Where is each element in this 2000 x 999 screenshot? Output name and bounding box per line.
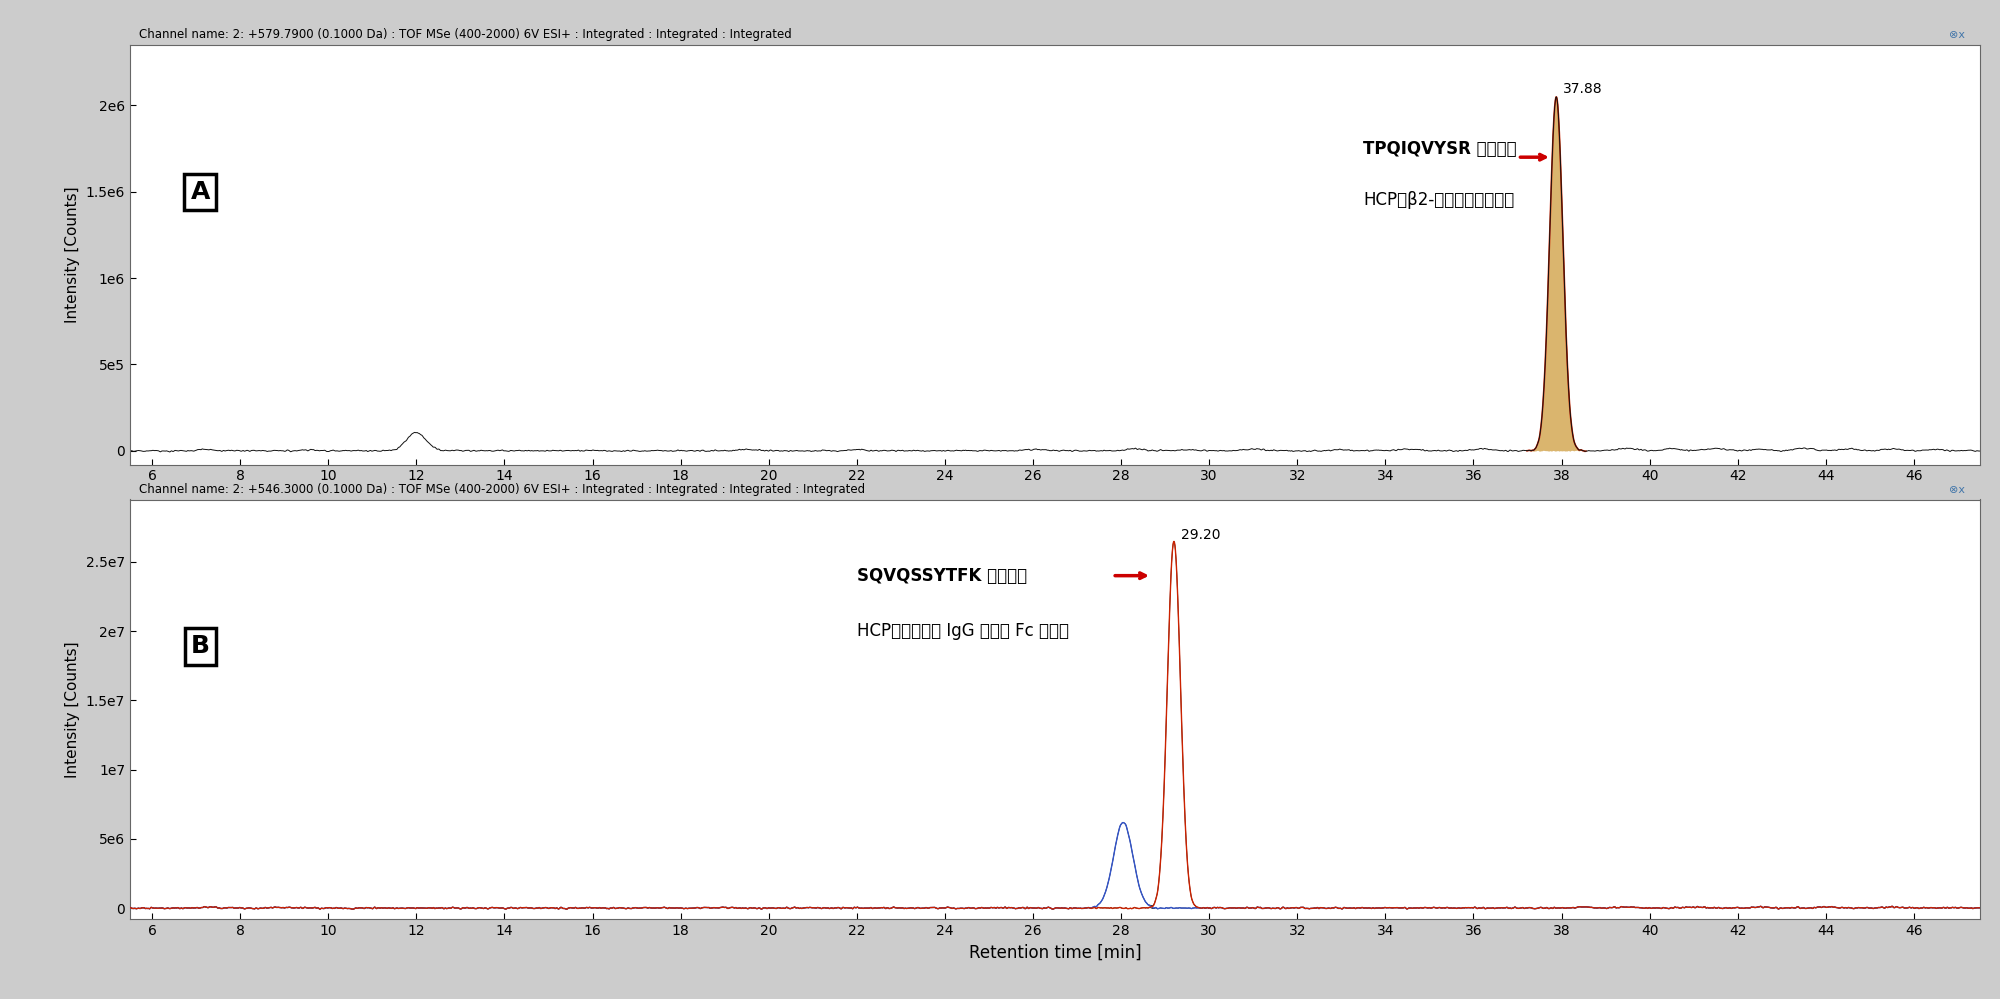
Text: Channel name: 2: +579.7900 (0.1000 Da) : TOF MSe (400-2000) 6V ESI+ : Integrated: Channel name: 2: +579.7900 (0.1000 Da) :… [140,28,792,42]
X-axis label: Retention time [min]: Retention time [min] [968,943,1142,961]
Text: HCP：β2-ミクログロブリン: HCP：β2-ミクログロブリン [1364,192,1514,210]
Text: TPQIQVYSR ペプチド: TPQIQVYSR ペプチド [1364,140,1516,158]
Y-axis label: Intensity [Counts]: Intensity [Counts] [66,641,80,777]
Text: SQVQSSYTFK ペプチド: SQVQSSYTFK ペプチド [856,566,1026,584]
Text: 37.88: 37.88 [1562,82,1602,96]
Text: B: B [190,634,210,658]
Text: HCP：低親和性 IgG ガンマ Fc 受容体: HCP：低親和性 IgG ガンマ Fc 受容体 [856,622,1068,640]
Text: Channel name: 2: +546.3000 (0.1000 Da) : TOF MSe (400-2000) 6V ESI+ : Integrated: Channel name: 2: +546.3000 (0.1000 Da) :… [140,483,866,497]
Text: 29.20: 29.20 [1180,528,1220,542]
Text: ⊗x: ⊗x [1950,30,1966,40]
Text: A: A [190,180,210,204]
Text: ⊗x: ⊗x [1950,485,1966,495]
Y-axis label: Intensity [Counts]: Intensity [Counts] [66,187,80,323]
